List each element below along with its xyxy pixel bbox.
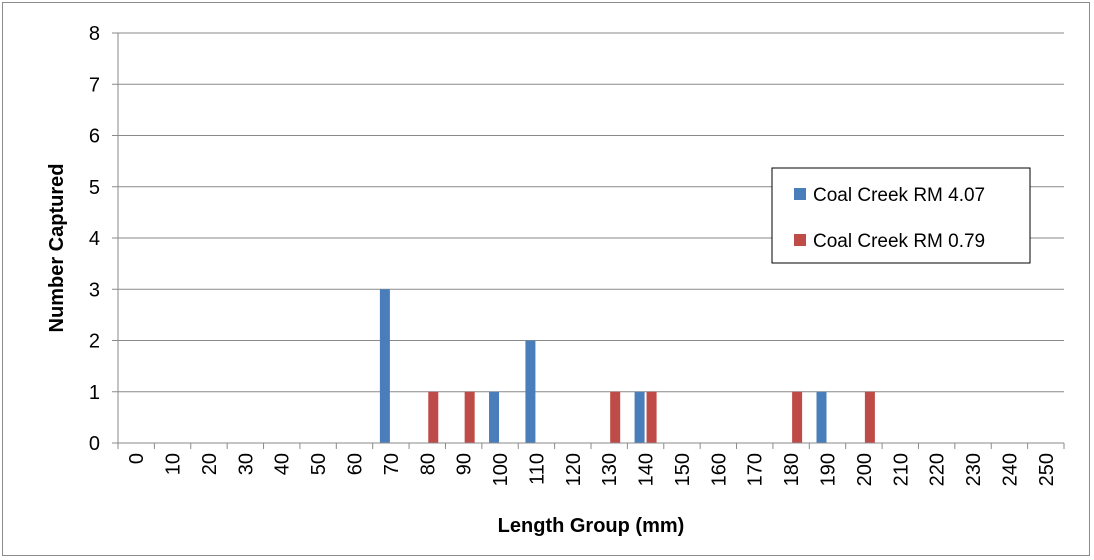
x-tick-label: 40 bbox=[272, 453, 294, 475]
legend-swatch-rm-0-79 bbox=[794, 234, 806, 246]
x-tick-label: 100 bbox=[490, 453, 512, 486]
x-tick-label: 240 bbox=[999, 453, 1021, 486]
x-tick-label: 180 bbox=[781, 453, 803, 486]
x-tick-label: 250 bbox=[1036, 453, 1058, 486]
bar-rm-0-79 bbox=[646, 391, 657, 443]
x-tick-label: 190 bbox=[818, 453, 840, 486]
legend-swatch-rm-4-07 bbox=[794, 188, 806, 200]
x-tick-label: 110 bbox=[526, 453, 548, 485]
y-tick-labels: 0 1 2 3 4 5 6 7 8 bbox=[89, 23, 100, 455]
x-tick-labels: 0 10 20 30 40 50 60 70 80 90 100 110 120 130 140 150 160… bbox=[126, 453, 1058, 486]
bar-rm-4-07 bbox=[634, 391, 645, 443]
x-tick-label: 210 bbox=[890, 453, 912, 486]
x-tick-label: 200 bbox=[854, 453, 876, 486]
y-tick-label: 6 bbox=[89, 126, 100, 148]
axes bbox=[117, 33, 1064, 444]
legend-label-rm-0-79: Coal Creek RM 0.79 bbox=[813, 231, 985, 252]
x-tick-label: 120 bbox=[563, 453, 585, 486]
x-tick-label: 70 bbox=[381, 453, 403, 475]
x-tick-label: 140 bbox=[636, 453, 658, 486]
x-tick-label: 160 bbox=[708, 453, 730, 486]
x-tick-label: 10 bbox=[163, 453, 185, 475]
x-tick-label: 20 bbox=[199, 453, 221, 475]
legend: Coal Creek RM 4.07 Coal Creek RM 0.79 bbox=[771, 167, 1031, 264]
x-tick-label: 80 bbox=[417, 453, 439, 475]
y-tick-label: 2 bbox=[89, 331, 100, 353]
x-tick-label: 230 bbox=[963, 453, 985, 486]
bar-rm-0-79 bbox=[792, 391, 803, 443]
y-tick-label: 4 bbox=[89, 228, 100, 250]
x-tick-label: 130 bbox=[599, 453, 621, 486]
bar-rm-0-79 bbox=[610, 391, 621, 443]
y-tick-label: 5 bbox=[89, 177, 100, 199]
y-tick-label: 8 bbox=[89, 23, 100, 45]
legend-label-rm-4-07: Coal Creek RM 4.07 bbox=[813, 185, 985, 206]
legend-box bbox=[771, 167, 1031, 264]
y-tick-label: 0 bbox=[89, 433, 100, 455]
bar-rm-4-07 bbox=[525, 340, 536, 443]
x-axis-title: Length Group (mm) bbox=[498, 515, 685, 537]
bar-rm-4-07 bbox=[489, 391, 500, 443]
y-tick-label: 7 bbox=[89, 74, 100, 96]
x-tick-label: 220 bbox=[927, 453, 949, 486]
bars bbox=[379, 289, 875, 443]
y-tick-label: 1 bbox=[89, 382, 100, 404]
x-tick-label: 0 bbox=[126, 453, 148, 464]
bar-rm-0-79 bbox=[428, 391, 439, 443]
x-tick-label: 170 bbox=[745, 453, 767, 486]
x-tick-label: 30 bbox=[235, 453, 257, 475]
bar-rm-4-07 bbox=[379, 289, 390, 443]
gridlines bbox=[112, 32, 1065, 449]
bar-rm-0-79 bbox=[464, 391, 475, 443]
y-axis-title: Number Captured bbox=[46, 164, 68, 333]
bar-rm-0-79 bbox=[864, 391, 875, 443]
bar-rm-4-07 bbox=[816, 391, 827, 443]
x-tick-label: 50 bbox=[308, 453, 330, 475]
x-tick-label: 60 bbox=[345, 453, 367, 475]
x-tick-label: 90 bbox=[454, 453, 476, 475]
x-tick-label: 150 bbox=[672, 453, 694, 486]
y-tick-label: 3 bbox=[89, 279, 100, 301]
